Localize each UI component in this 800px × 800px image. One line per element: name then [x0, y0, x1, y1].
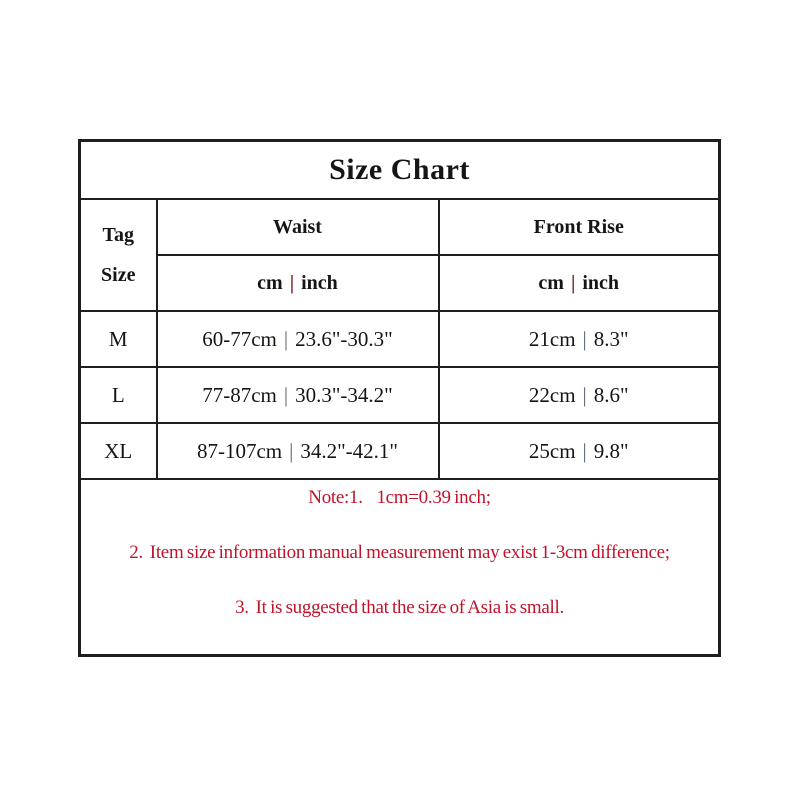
header-waist: Waist [155, 198, 440, 256]
size-label: XL [78, 422, 158, 480]
pipe-separator: | [582, 438, 587, 463]
waist-inch-value: 34.2"-42.1" [300, 438, 398, 463]
size-chart-table: Size Chart Tag Size Waist Front Rise cm |… [78, 139, 721, 657]
header-row-columns: Tag Size Waist Front Rise [78, 198, 721, 312]
note-line-2: 2. Item size information manual measurem… [129, 541, 670, 563]
waist-cm-value: 87-107cm [196, 438, 283, 463]
pipe-separator: | [582, 326, 587, 351]
rise-inch-value: 8.6" [593, 382, 629, 407]
table-row-m: M 60-77cm | 23.6"-30.3" 21cm | 8.3" [78, 310, 721, 368]
waist-value: 77-87cm | 30.3"-34.2" [155, 366, 440, 424]
rise-unit-inch: inch [582, 271, 620, 294]
pipe-separator: | [570, 271, 576, 294]
front-rise-value: 21cm | 8.3" [437, 310, 721, 368]
rise-cm-value: 21cm [528, 326, 576, 351]
pipe-separator: | [289, 438, 294, 463]
notes-row: Note:1. 1cm=0.39 inch; 2. Item size info… [78, 478, 721, 657]
pipe-separator: | [289, 271, 295, 294]
waist-unit-cm: cm [257, 271, 283, 294]
waist-inch-value: 30.3"-34.2" [295, 382, 393, 407]
front-rise-value: 25cm | 9.8" [437, 422, 721, 480]
rise-cm-value: 22cm [528, 382, 576, 407]
header-tag-size-line1: Tag [102, 224, 134, 246]
rise-cm-value: 25cm [528, 438, 576, 463]
header-tag-size: Tag Size [78, 198, 158, 312]
pipe-separator: | [582, 382, 587, 407]
pipe-separator: | [283, 326, 289, 351]
note-line-3: 3. It is suggested that the size of Asia… [235, 596, 564, 618]
chart-title: Size Chart [78, 139, 721, 200]
waist-cm-value: 60-77cm [202, 326, 277, 351]
note-line-1: Note:1. 1cm=0.39 inch; [308, 486, 491, 508]
rise-unit-cm: cm [538, 271, 564, 294]
header-tag-size-line2: Size [101, 264, 136, 286]
size-label: L [78, 366, 158, 424]
waist-value: 87-107cm | 34.2"-42.1" [155, 422, 440, 480]
notes-section: Note:1. 1cm=0.39 inch; 2. Item size info… [78, 478, 721, 657]
waist-cm-value: 77-87cm [202, 382, 277, 407]
size-label: M [78, 310, 158, 368]
title-row: Size Chart [78, 139, 721, 200]
waist-unit-inch: inch [301, 271, 338, 294]
header-row-units: cm | inch cm | inch [80, 254, 721, 312]
table-row-xl: XL 87-107cm | 34.2"-42.1" 25cm | 9.8" [78, 422, 721, 480]
rise-inch-value: 9.8" [593, 438, 629, 463]
table-row-l: L 77-87cm | 30.3"-34.2" 22cm | 8.6" [78, 366, 721, 424]
waist-value: 60-77cm | 23.6"-30.3" [155, 310, 440, 368]
rise-inch-value: 8.3" [593, 326, 629, 351]
front-rise-value: 22cm | 8.6" [437, 366, 721, 424]
header-waist-units: cm | inch [155, 254, 440, 312]
waist-inch-value: 23.6"-30.3" [295, 326, 393, 351]
pipe-separator: | [283, 382, 289, 407]
header-front-rise-units: cm | inch [437, 254, 721, 312]
header-front-rise: Front Rise [437, 198, 721, 256]
